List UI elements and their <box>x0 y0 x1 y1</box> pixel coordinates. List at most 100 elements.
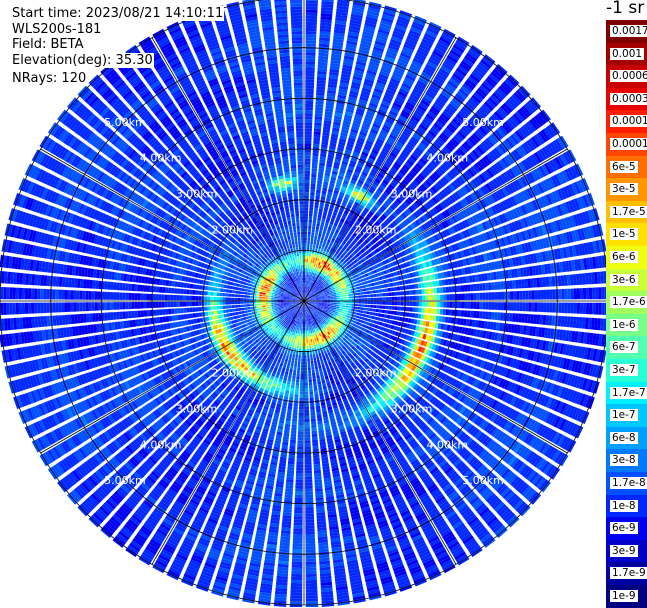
beta-cell <box>307 247 309 250</box>
beta-cell <box>325 302 328 303</box>
beta-cell <box>305 74 314 77</box>
beta-cell <box>425 308 428 313</box>
beta-cell <box>359 316 363 319</box>
beta-cell <box>339 291 342 293</box>
beta-cell <box>305 86 314 89</box>
beta-cell <box>314 208 318 212</box>
beta-cell <box>382 293 385 296</box>
beta-cell <box>341 311 344 314</box>
beta-cell <box>310 269 312 272</box>
beta-cell <box>428 302 431 307</box>
beta-cell <box>412 284 416 289</box>
beta-cell <box>358 298 361 300</box>
beta-cell <box>338 311 341 313</box>
beta-cell <box>307 256 309 259</box>
beta-cell <box>431 288 434 293</box>
beta-cell <box>412 307 415 312</box>
beta-cell <box>306 55 316 58</box>
beta-cell <box>355 301 358 303</box>
beta-cell <box>361 298 364 301</box>
beta-cell <box>304 238 307 241</box>
beta-cell <box>327 296 330 298</box>
beta-cell <box>305 64 315 67</box>
beta-cell <box>452 294 455 300</box>
beta-cell <box>313 266 315 269</box>
beta-cell <box>339 307 342 309</box>
beta-cell <box>349 294 352 296</box>
beta-cell <box>312 263 314 266</box>
beta-cell <box>434 302 437 307</box>
beta-cell <box>392 302 395 306</box>
beta-cell <box>343 305 346 307</box>
beta-cell <box>595 287 598 299</box>
beta-cell <box>495 292 498 300</box>
beta-cell <box>370 308 373 311</box>
beta-cell <box>304 265 306 268</box>
beta-cell <box>489 292 492 300</box>
beta-cell <box>313 138 320 142</box>
beta-cell <box>468 293 471 300</box>
beta-cell <box>577 288 580 299</box>
beta-cell <box>310 192 315 195</box>
beta-cell <box>309 256 311 259</box>
beta-cell <box>464 285 468 292</box>
beta-cell <box>338 289 341 291</box>
beta-cell <box>322 298 325 299</box>
beta-cell <box>346 306 349 308</box>
beta-cell <box>458 294 461 300</box>
beta-cell <box>340 305 343 307</box>
beta-cell <box>482 312 486 319</box>
beta-cell <box>327 305 330 307</box>
beta-cell <box>318 233 321 237</box>
beta-cell <box>305 77 314 80</box>
beta-cell <box>306 277 307 280</box>
beta-cell <box>305 116 313 119</box>
beta-cell <box>382 310 386 314</box>
beta-cell <box>431 295 434 300</box>
beta-cell <box>318 246 321 250</box>
beta-cell <box>305 101 313 104</box>
beta-cell <box>306 22 317 25</box>
beta-cell <box>313 257 315 260</box>
beta-cell <box>598 287 601 299</box>
beta-cell <box>363 311 366 314</box>
beta-cell <box>336 308 339 310</box>
beta-cell <box>354 290 357 293</box>
beta-cell <box>486 302 489 310</box>
beta-cell <box>379 297 382 300</box>
beta-cell <box>305 280 306 283</box>
beta-cell <box>400 286 404 290</box>
beta-cell <box>311 235 314 238</box>
beta-cell <box>592 303 595 315</box>
beta-cell <box>344 312 347 315</box>
beta-cell <box>385 293 388 297</box>
beta-cell <box>562 289 565 300</box>
beta-cell <box>384 314 388 318</box>
beta-cell <box>310 189 315 192</box>
beta-cell <box>443 287 446 293</box>
beta-cell <box>354 312 358 315</box>
beta-cell <box>304 232 307 235</box>
beta-cell <box>434 309 437 315</box>
beta-cell <box>461 294 464 300</box>
beta-cell <box>434 288 437 294</box>
beta-cell <box>307 253 309 256</box>
beta-cell <box>409 307 412 312</box>
beta-cell <box>316 190 321 194</box>
beta-cell <box>308 223 311 226</box>
beta-cell <box>360 289 363 292</box>
beta-cell <box>464 293 467 300</box>
beta-cell <box>392 297 395 301</box>
beta-cell <box>312 223 316 227</box>
beta-cell <box>319 243 322 247</box>
beta-cell <box>376 294 379 297</box>
beta-cell <box>305 128 312 131</box>
beta-cell <box>310 201 314 204</box>
beta-cell <box>540 302 543 312</box>
beta-cell <box>571 303 574 314</box>
beta-cell <box>316 245 319 248</box>
beta-cell <box>305 207 309 210</box>
beta-cell <box>550 303 553 313</box>
beta-cell <box>364 301 367 304</box>
beta-cell <box>388 288 391 292</box>
